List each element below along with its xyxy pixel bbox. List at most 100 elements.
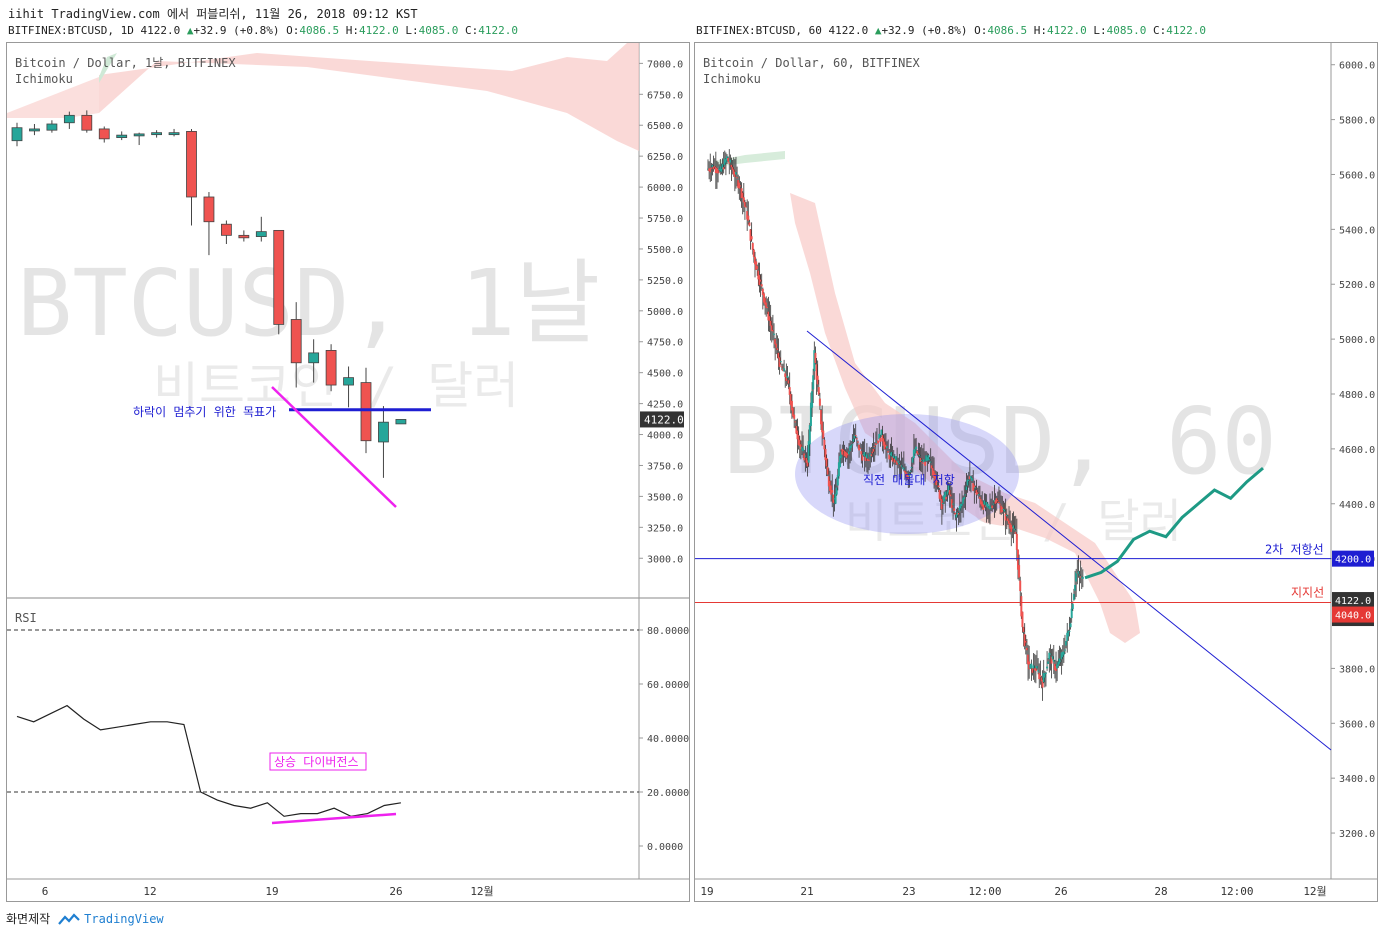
candle-body xyxy=(1049,653,1052,655)
rsi-tick-label: 0.0000 xyxy=(647,842,683,853)
candle-body xyxy=(151,132,163,136)
candle-body xyxy=(839,456,842,468)
y-tick-label: 4600.0 xyxy=(1339,445,1375,456)
candle-body xyxy=(966,479,969,486)
candle-body xyxy=(835,487,838,495)
candle-body xyxy=(850,445,853,448)
candle-body xyxy=(831,490,834,493)
candle-body xyxy=(46,123,58,131)
candle-body xyxy=(803,453,806,461)
candle-body xyxy=(395,419,407,425)
candles xyxy=(707,149,1084,701)
candle-body xyxy=(1006,518,1009,522)
candle-body xyxy=(940,499,943,510)
forecast-path xyxy=(1084,466,1264,580)
candle-body xyxy=(992,503,995,505)
candle-body xyxy=(935,476,938,486)
right-chart-panel[interactable]: BTCUSD, 60 비트코인 / 달러 Bitcoin / Dollar, 6… xyxy=(694,42,1378,902)
candle-body xyxy=(891,457,894,462)
candle-body xyxy=(729,159,732,163)
candle-body xyxy=(875,441,878,443)
price-tag xyxy=(1332,606,1374,623)
candle-body xyxy=(343,377,354,386)
candle-body xyxy=(780,366,783,368)
c-label: C: xyxy=(465,24,479,37)
y-tick-label: 6000.0 xyxy=(1339,61,1375,72)
candle-body xyxy=(860,451,863,455)
candle-body xyxy=(895,456,897,460)
y-tick-label: 4750.0 xyxy=(647,338,683,349)
candle-body xyxy=(893,458,896,463)
left-chart-panel[interactable]: BTCUSD, 1날 비트코인 / 달러 Bitcoin / Dollar, 1… xyxy=(6,42,690,902)
candle-body xyxy=(1067,630,1070,637)
candle-body xyxy=(949,494,952,497)
candle-body xyxy=(220,223,232,236)
candle-body xyxy=(98,128,110,140)
candle-body xyxy=(990,507,993,509)
candle-body xyxy=(855,438,858,440)
candle-body xyxy=(723,158,726,165)
footer: 화면제작 TradingView xyxy=(6,910,164,927)
candle-body xyxy=(905,472,908,478)
candle-body xyxy=(203,196,215,223)
cloud-area xyxy=(7,77,99,118)
candle-body xyxy=(955,514,958,518)
price-tag-text: 4122.0 xyxy=(1335,596,1371,607)
candle-body xyxy=(953,508,956,511)
made-with: 화면제작 xyxy=(6,912,51,926)
candle-body xyxy=(1051,656,1054,660)
candle-body xyxy=(1066,632,1069,641)
candle-body xyxy=(1080,576,1083,578)
cloud-area-green xyxy=(99,53,117,83)
close-value: 4122.0 xyxy=(1166,24,1207,37)
candle-body xyxy=(821,421,824,433)
candle-body xyxy=(1071,604,1074,609)
candle-body xyxy=(929,461,932,463)
candle-body xyxy=(900,465,903,467)
candle-body xyxy=(1021,611,1024,628)
candle-body xyxy=(834,493,837,504)
candle-body xyxy=(869,453,872,458)
candle-body xyxy=(830,485,833,495)
y-tick-label: 3400.0 xyxy=(1339,774,1375,785)
cloud-area xyxy=(790,193,1140,643)
candle-body xyxy=(11,127,23,142)
candle-body xyxy=(1075,572,1078,582)
downtrend-line[interactable] xyxy=(271,386,397,508)
x-tick-label: 19 xyxy=(700,885,713,898)
candle-body xyxy=(796,430,799,440)
candle-body xyxy=(290,319,302,364)
candle-body xyxy=(874,443,877,445)
candle-body xyxy=(848,451,850,455)
candle-body xyxy=(938,490,941,499)
legend-title: Bitcoin / Dollar, 60, BITFINEX xyxy=(703,56,921,70)
l-label: L: xyxy=(1093,24,1107,37)
trend-line[interactable] xyxy=(806,330,1332,751)
divergence-line[interactable] xyxy=(271,812,397,825)
candle-body xyxy=(877,440,880,444)
candle-body xyxy=(814,352,817,364)
candle-body xyxy=(775,343,778,348)
candle-body xyxy=(1030,663,1033,669)
candle-body xyxy=(717,168,720,174)
candle-body xyxy=(827,476,830,487)
candle-body xyxy=(849,446,852,452)
divergence-label-box xyxy=(269,752,367,771)
candle-body xyxy=(1077,571,1080,574)
right-watermark: BTCUSD, 60 xyxy=(723,388,1277,495)
y-tick-label: 5500.0 xyxy=(647,245,683,256)
candle-body xyxy=(892,455,895,459)
brand-link[interactable]: TradingView xyxy=(58,912,164,926)
rsi-tick-label: 80.0000 xyxy=(647,626,689,637)
candle-body xyxy=(824,448,827,461)
candle-body xyxy=(762,293,765,303)
candle-body xyxy=(884,444,887,448)
y-tick-label: 5000.0 xyxy=(647,307,683,318)
x-axis: 6 12 19 26 12월 xyxy=(42,885,494,898)
candle-body xyxy=(887,451,890,453)
candle-body xyxy=(980,499,983,505)
candle-body xyxy=(29,128,40,132)
candle-body xyxy=(133,133,145,137)
candle-body xyxy=(1043,673,1046,678)
candle-body xyxy=(714,167,717,174)
